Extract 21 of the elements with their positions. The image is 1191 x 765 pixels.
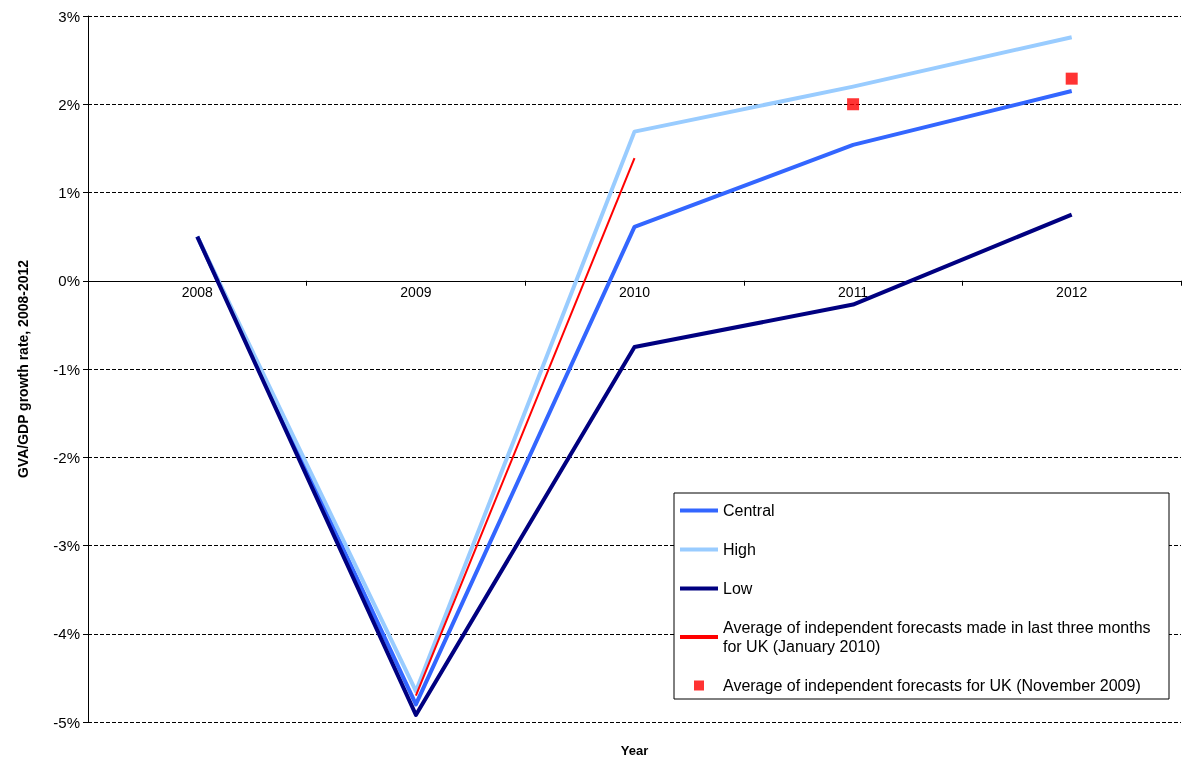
y-tick-label: 1% — [58, 184, 80, 201]
y-tick-label: -5% — [53, 713, 80, 731]
legend-label: Central — [723, 502, 775, 519]
y-tick-label: 2% — [58, 95, 80, 113]
x-tick-label: 2012 — [1056, 283, 1088, 300]
y-tick-label: -1% — [53, 360, 80, 378]
x-axis-title: Year — [620, 743, 649, 758]
legend-label: High — [723, 541, 756, 558]
y-axis-title: GVA/GDP growth rate, 2008-2012 — [15, 259, 31, 479]
x-tick-label: 2008 — [181, 283, 214, 300]
x-tick-label: 2011 — [838, 283, 869, 300]
y-tick-label: 3% — [58, 7, 80, 25]
y-tick-label: -2% — [53, 448, 80, 466]
x-tick-label: 2010 — [618, 283, 651, 300]
legend-label: Low — [723, 580, 753, 597]
legend-label: Average of independent forecasts made in last three months for UK (January 2010) — [723, 619, 1155, 655]
y-tick-label: -4% — [53, 625, 80, 643]
y-tick-label: 0% — [58, 272, 80, 290]
x-tick-label: 2009 — [400, 283, 432, 300]
y-tick-label: -3% — [53, 537, 80, 554]
legend-label: Average of independent forecasts for UK (November 2009) — [723, 677, 1141, 694]
